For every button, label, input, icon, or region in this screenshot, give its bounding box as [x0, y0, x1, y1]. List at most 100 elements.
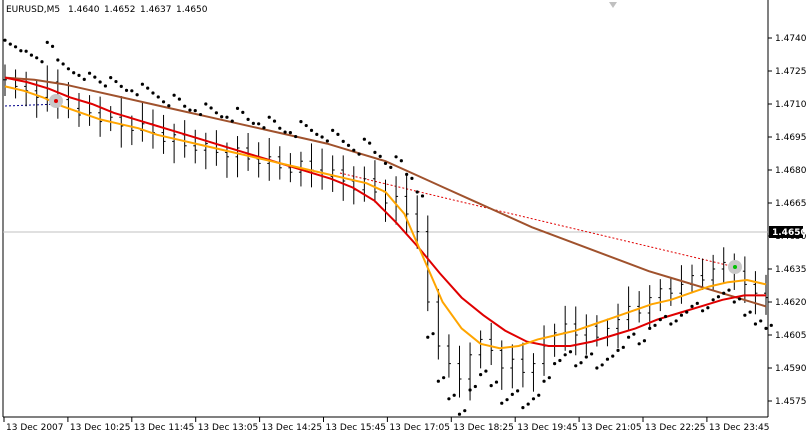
- sar-dot: [753, 322, 758, 326]
- sar-dot: [72, 71, 76, 75]
- chart-header-open: 1.4640: [68, 5, 100, 15]
- sar-dot: [542, 379, 546, 383]
- sell-arrow-icon: [54, 99, 58, 103]
- sar-dot: [267, 115, 271, 119]
- sar-dot: [537, 393, 541, 397]
- sar-dot: [648, 326, 652, 330]
- sar-dot: [611, 354, 615, 358]
- sar-dot: [621, 345, 625, 349]
- sar-dot: [140, 82, 145, 86]
- sar-dot: [130, 89, 134, 93]
- sar-dot: [653, 323, 657, 327]
- sar-dot: [135, 93, 139, 97]
- sar-dot: [489, 384, 493, 388]
- sar-dot: [426, 335, 430, 339]
- sar-dot: [700, 309, 705, 313]
- sar-dot: [45, 40, 49, 45]
- ma-mid-line: [4, 76, 766, 347]
- sar-dot: [346, 143, 351, 147]
- sar-dot: [626, 335, 631, 339]
- chart-header-close: 1.4650: [176, 5, 208, 15]
- sar-dot: [167, 104, 171, 108]
- sar-dot: [19, 49, 23, 53]
- sar-dot: [500, 401, 504, 405]
- sar-dot: [304, 123, 308, 128]
- chart-header-high: 1.4652: [104, 5, 136, 15]
- time-tick-label: 13 Dec 19:45: [517, 423, 578, 433]
- sar-dot: [193, 109, 197, 113]
- sar-dot: [442, 376, 446, 380]
- time-tick-label: 13 Dec 22:25: [645, 423, 706, 433]
- sar-dot: [600, 363, 604, 367]
- sar-dot: [368, 141, 372, 145]
- sar-dot: [748, 310, 752, 314]
- chart-shift-marker-icon[interactable]: [609, 2, 617, 8]
- sar-dot: [553, 362, 557, 366]
- sar-dot: [257, 122, 261, 126]
- sar-dot: [463, 409, 467, 413]
- sar-dot: [352, 148, 356, 152]
- parabolic-sar: [3, 38, 773, 416]
- sar-dot: [294, 134, 298, 139]
- sar-dot: [727, 288, 731, 292]
- sar-dot: [468, 388, 472, 392]
- sar-dot: [642, 339, 647, 343]
- sar-dot: [405, 172, 409, 176]
- sar-dot: [484, 369, 488, 373]
- sar-dot: [616, 348, 620, 352]
- sar-dot: [204, 102, 208, 106]
- price-tick-label: 1.4635: [775, 265, 807, 275]
- sar-dot: [521, 406, 525, 410]
- sar-dot: [526, 402, 530, 406]
- ma-fast-line: [4, 85, 767, 350]
- ma_mid-path: [4, 76, 766, 347]
- sar-dot: [373, 150, 377, 154]
- sar-dot: [50, 44, 55, 48]
- sar-dot: [225, 115, 229, 119]
- sar-dot: [320, 135, 324, 139]
- price-tick-label: 1.4725: [775, 67, 807, 77]
- sar-dot: [241, 110, 245, 114]
- sar-dot: [679, 313, 684, 317]
- sar-dot: [399, 159, 403, 163]
- sar-dot: [35, 56, 39, 60]
- sar-dot: [124, 88, 129, 92]
- time-tick-label: 13 Dec 17:05: [389, 423, 450, 433]
- sar-dot: [510, 392, 514, 396]
- sar-dot: [558, 358, 562, 363]
- sar-dot: [695, 301, 699, 305]
- sar-dot: [114, 79, 118, 84]
- sar-dot: [637, 342, 641, 346]
- sar-dot: [66, 67, 71, 71]
- sar-dot: [743, 313, 747, 317]
- sar-dot: [357, 152, 361, 156]
- ma-slow-line: [4, 76, 767, 308]
- sar-dot: [732, 300, 736, 304]
- sar-dot: [663, 314, 668, 319]
- sar-dot: [214, 111, 218, 115]
- sar-dot: [161, 100, 166, 104]
- sar-dot: [251, 121, 255, 125]
- sar-dot: [479, 373, 483, 377]
- sar-dot: [172, 93, 176, 97]
- time-tick-label: 13 Dec 2007: [6, 423, 64, 433]
- sar-dot: [764, 326, 768, 330]
- sar-dot: [77, 73, 81, 77]
- sar-dot: [658, 318, 662, 322]
- current-price-badge: [769, 226, 803, 238]
- sar-dot: [283, 130, 287, 134]
- sar-dot: [336, 132, 340, 136]
- sar-dot: [156, 95, 160, 99]
- sar-dot: [98, 80, 102, 84]
- sar-dot: [473, 384, 477, 389]
- sar-dot: [198, 112, 203, 117]
- sar-dot: [383, 161, 388, 165]
- sar-dot: [61, 62, 65, 66]
- price-tick-label: 1.4575: [775, 397, 807, 407]
- sar-dot: [246, 117, 250, 121]
- sar-dot: [378, 154, 382, 158]
- time-tick-label: 13 Dec 21:05: [581, 423, 642, 433]
